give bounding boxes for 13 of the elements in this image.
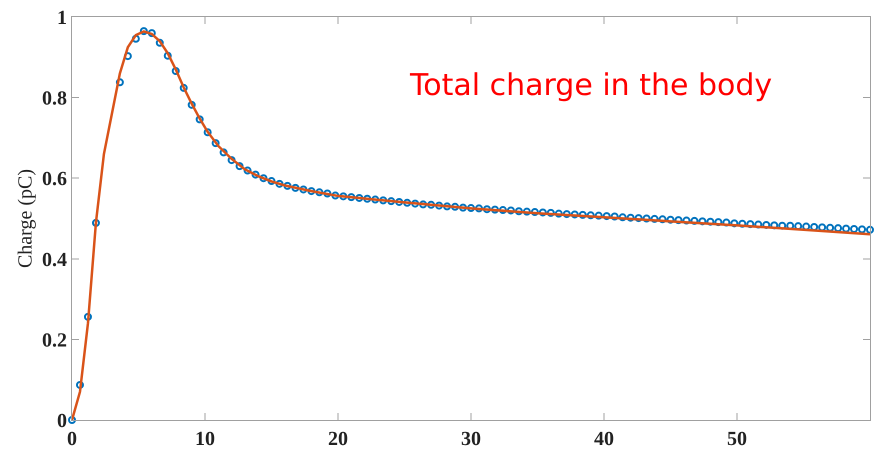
x-tick-label: 50 <box>727 428 747 450</box>
annotation: Total charge in the body <box>409 68 772 103</box>
x-tick-label: 40 <box>594 428 614 450</box>
x-tick-label: 30 <box>461 428 481 450</box>
y-tick-label: 0.6 <box>42 168 67 190</box>
y-tick-label: 0 <box>57 410 67 432</box>
y-axis-title: Charge (pC) <box>14 168 36 268</box>
y-tick-label: 0.4 <box>42 248 67 271</box>
y-tick-label: 1 <box>57 7 67 29</box>
x-tick-label: 20 <box>328 428 348 450</box>
x-tick-label: 10 <box>195 428 215 450</box>
y-tick-label: 0.8 <box>42 88 67 110</box>
y-tick-label: 0.2 <box>42 329 67 352</box>
